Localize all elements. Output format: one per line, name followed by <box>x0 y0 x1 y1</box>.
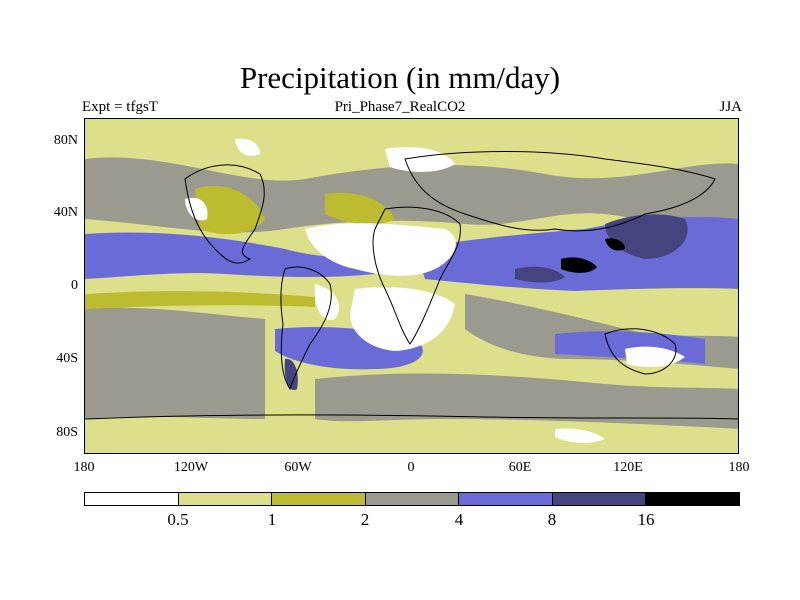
field-black-max-2 <box>605 238 625 251</box>
y-tick-40s: 40S <box>56 351 78 366</box>
coast-north-america <box>184 164 265 264</box>
field-white-greenland <box>235 138 260 156</box>
coast-eurasia <box>404 151 716 232</box>
legend-label-4: 8 <box>547 510 557 529</box>
field-white-antarctic <box>555 428 605 443</box>
field-gray-southern-ocean <box>315 373 738 429</box>
field-olive-nw <box>195 185 265 235</box>
y-tick-80n: 80N <box>53 133 78 148</box>
y-tick-80s: 80S <box>56 425 78 440</box>
x-tick-180e: 180 <box>728 460 750 475</box>
x-tick-120w: 120W <box>173 460 209 475</box>
field-olive-tropic-s <box>85 291 315 309</box>
coast-antarctica <box>85 414 738 420</box>
color-legend <box>84 492 740 506</box>
coast-australia <box>604 328 677 375</box>
legend-box-5 <box>552 493 647 505</box>
x-tick-180w: 180 <box>73 460 95 475</box>
run-name-label: Pri_Phase7_RealCO2 <box>334 99 466 115</box>
legend-label-2: 2 <box>360 510 370 529</box>
y-tick-40n: 40N <box>53 205 78 220</box>
field-white-australia <box>625 346 685 368</box>
legend-box-6 <box>646 493 740 505</box>
legend-label-5: 16 <box>637 510 655 529</box>
field-darkblue-wpac <box>605 214 688 259</box>
legend-label-3: 4 <box>454 510 464 529</box>
x-tick-120e: 120E <box>613 460 643 475</box>
map-title: Precipitation (in mm/day) <box>239 60 561 95</box>
map-panel <box>84 118 739 454</box>
field-black-max <box>561 257 597 273</box>
field-darkblue-sa <box>284 358 298 391</box>
x-tick-60w: 60W <box>284 460 312 475</box>
legend-label-1: 1 <box>267 510 277 529</box>
legend-label-0: 0.5 <box>167 510 189 529</box>
field-darkblue-indian <box>515 266 565 283</box>
legend-box-1 <box>178 493 273 505</box>
field-olive-atlantic <box>325 192 395 225</box>
field-white-sahara <box>305 223 456 276</box>
legend-box-2 <box>272 493 366 505</box>
field-white-west-na <box>185 197 208 221</box>
x-tick-60e: 60E <box>508 460 532 475</box>
legend-box-0 <box>85 493 179 505</box>
precipitation-field <box>85 119 738 453</box>
experiment-label: Expt = tfgsT <box>82 99 158 115</box>
legend-box-3 <box>365 493 460 505</box>
x-tick-0: 0 <box>407 460 415 475</box>
field-white-arctic <box>385 147 455 172</box>
y-tick-eq: 0 <box>71 278 78 293</box>
coastlines <box>85 151 738 420</box>
season-label: JJA <box>719 99 742 115</box>
field-white-southern-africa <box>350 287 455 351</box>
coast-africa <box>372 206 461 345</box>
field-white-brazil <box>314 284 339 320</box>
legend-box-4 <box>459 493 553 505</box>
coast-south-america <box>280 266 332 391</box>
field-gray-south-pacific <box>85 307 265 419</box>
